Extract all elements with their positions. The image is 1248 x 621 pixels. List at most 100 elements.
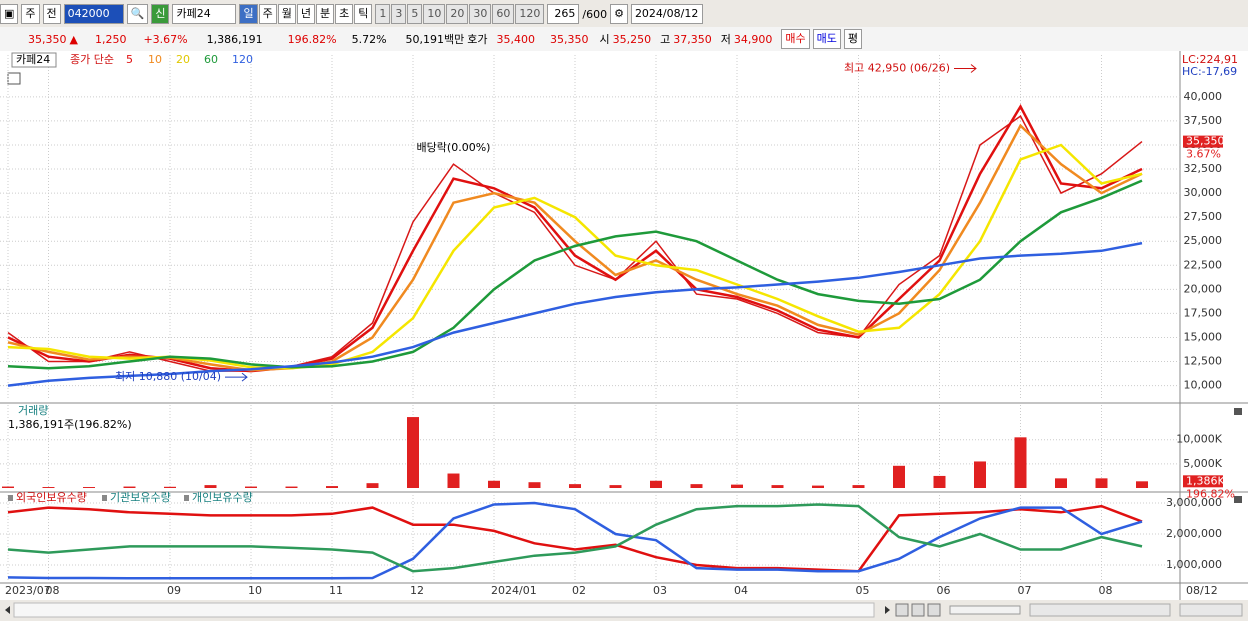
interval-btn[interactable]: 10 [423,4,446,24]
btn-last[interactable] [927,603,941,617]
y-tick-label: 27,500 [1184,210,1223,223]
low: 34,900 [733,32,773,46]
bar [447,473,460,488]
code-input[interactable]: 042000 [63,4,124,24]
btn-stop[interactable] [911,603,925,617]
chart-bg [0,50,1248,600]
y-tick-label: 3,000,000 [1166,496,1222,509]
bar [771,485,784,488]
current-tag [1183,135,1223,148]
x-tick-label: 08 [46,584,60,597]
bar [528,482,541,488]
x-tick-label: 08 [1099,584,1113,597]
x-tick-label: 02 [572,584,586,597]
period-btn[interactable]: 초 [335,4,354,24]
high-label: 고 [660,33,671,46]
table-icon[interactable] [7,72,21,85]
y-tick-label: 10,000 [1184,379,1223,392]
scroll-left[interactable] [5,606,10,614]
prev-btn[interactable]: 전 [42,4,61,24]
x-tick-label: 2023/07 [5,584,51,597]
panel-subtitle: 1,386,191주(196.82%) [8,418,132,431]
x-tick-label: 12 [410,584,424,597]
x-tick-label: 2024/01 [491,584,537,597]
scroll-right[interactable] [885,606,890,614]
series-line [7,143,1143,370]
search-btn[interactable]: 🔍 [126,4,149,24]
tool-buttons[interactable] [1029,603,1171,617]
mode-select[interactable]: 주 [21,4,40,24]
series-line [7,179,1143,370]
current-label: 35,350 [1186,135,1225,148]
tool-icons[interactable]: ⚙ [610,4,628,24]
annotation: 배당락(0.00%) [417,141,491,154]
bar [933,475,946,488]
current-label: 1,386K [1186,474,1225,487]
legend-entry: 개인보유수량 [192,491,253,504]
menu-icon[interactable]: ▣ [0,4,19,24]
period-btn[interactable]: 년 [296,4,315,24]
open: 35,250 [612,32,652,46]
series-line [7,504,1143,573]
annotation: 최저 10,880 (10/04) [115,370,221,383]
sell-btn[interactable]: 매도 [812,29,841,49]
y-tick-label: 32,500 [1184,162,1223,175]
volume: 1,386,191 [206,32,263,46]
zoom-slider[interactable] [949,605,1021,615]
x-tick-label: 06 [937,584,951,597]
bar [2,486,14,488]
period-btn[interactable]: 주 [258,4,277,24]
bar [1055,478,1067,488]
interval-btn[interactable]: 60 [492,4,515,24]
scroll-track[interactable] [13,602,875,618]
y-tick-label: 37,500 [1184,114,1223,127]
legend-entry: 기관보유수량 [110,491,171,504]
interval-btn[interactable]: 5 [407,4,423,24]
stock-name: 카페24 [172,4,237,24]
rate: +3.67% [143,32,188,46]
period-btn[interactable]: 틱 [354,4,373,24]
bar [204,485,217,488]
interval-btn[interactable]: 30 [469,4,492,24]
bar [123,486,136,488]
interval-btn[interactable]: 3 [391,4,407,24]
turnover: 5.72% [351,32,387,46]
panel-close[interactable] [1234,496,1242,503]
bar [164,486,176,488]
bar [245,486,257,488]
series-line [7,103,1143,373]
avg-btn[interactable]: 평 [843,29,863,49]
low-label: 저 [720,33,731,46]
bar [893,465,905,488]
zoom-buttons[interactable] [1179,603,1243,617]
legend-entry: 5 [126,53,133,66]
bar [42,487,55,488]
annotation-arrow [225,372,248,382]
panel-close[interactable] [1234,408,1242,415]
bid: 35,350 [550,32,589,46]
high: 37,350 [673,32,712,46]
btn-first[interactable] [895,603,909,617]
count-input[interactable]: 265 [547,4,580,24]
buy-btn[interactable]: 매수 [781,29,810,49]
interval-btn[interactable]: 1 [375,4,391,24]
interval-btn[interactable]: 120 [515,4,545,24]
y-tick-label: 10,000K [1176,433,1222,446]
interval-btn[interactable]: 20 [446,4,469,24]
period-btn[interactable]: 분 [315,4,335,24]
annotation-arrow [954,64,977,73]
panel-title: 거래량 [18,404,48,417]
date-input[interactable]: 2024/08/12 [630,4,703,24]
x-tick-label: 10 [248,584,262,597]
y-tick-label: 17,500 [1184,306,1223,319]
bar [407,417,419,488]
series-line [7,123,1143,372]
bar [852,485,865,488]
y-tick-label: 2,000,000 [1166,527,1222,540]
bar [731,484,743,488]
period-btn[interactable]: 월 [277,4,296,24]
y-tick-label: 12,500 [1184,355,1223,368]
period-btn[interactable]: 일 [239,4,258,24]
